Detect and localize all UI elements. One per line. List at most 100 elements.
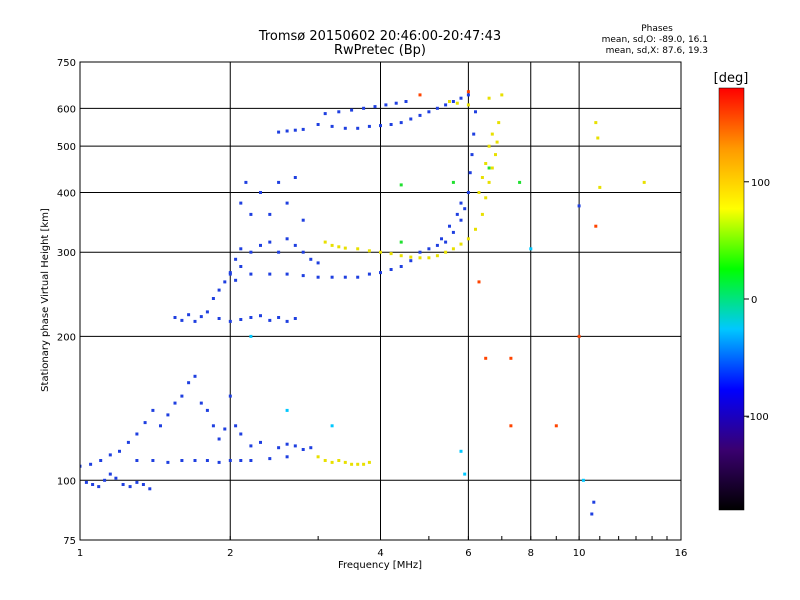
data-point (330, 124, 334, 128)
data-point (108, 472, 112, 476)
data-point (497, 121, 501, 125)
data-point (135, 432, 139, 436)
data-point (309, 446, 313, 450)
data-point (487, 96, 491, 100)
data-point (596, 136, 600, 140)
data-point (108, 453, 112, 457)
data-point (285, 442, 289, 446)
data-point (435, 254, 439, 258)
data-point (474, 227, 477, 231)
phase-info-x-mode: mean, sd,X: 87.6, 19.3 (606, 46, 708, 56)
data-point (277, 130, 281, 134)
data-point (466, 93, 470, 97)
data-point (490, 132, 494, 136)
data-point (268, 272, 272, 276)
data-point (468, 171, 472, 175)
data-point (323, 112, 327, 116)
data-point (126, 440, 130, 444)
data-point (418, 250, 422, 254)
data-point (91, 483, 95, 486)
data-point (399, 121, 403, 125)
data-point (301, 274, 305, 278)
data-point (466, 237, 470, 241)
data-point (205, 459, 209, 462)
data-point (451, 100, 455, 103)
data-point (228, 271, 232, 275)
data-point (166, 460, 170, 464)
data-point (444, 240, 448, 244)
data-point (337, 245, 341, 249)
data-point (477, 280, 481, 284)
data-point (577, 334, 581, 338)
data-point (444, 103, 448, 107)
data-point (268, 318, 272, 322)
data-point (474, 110, 477, 114)
data-point (409, 117, 413, 121)
data-point (435, 106, 439, 110)
data-point (642, 180, 646, 184)
data-point (323, 459, 327, 462)
data-point (211, 297, 215, 300)
data-point (323, 240, 327, 244)
data-point (193, 374, 197, 378)
phase-info-heading: Phases (641, 24, 673, 34)
data-point (472, 132, 476, 136)
data-point (484, 356, 488, 360)
data-point (451, 230, 455, 234)
chart-subtitle: RwPretec (Bp) (334, 43, 426, 58)
x-tick-label: 4 (377, 548, 383, 559)
data-point (205, 408, 209, 412)
data-point (418, 93, 422, 97)
data-point (239, 265, 243, 268)
data-point (234, 257, 238, 261)
data-point (316, 275, 320, 279)
data-point (239, 247, 243, 251)
data-point (80, 464, 82, 468)
data-point (590, 512, 594, 516)
data-point (337, 459, 341, 462)
data-point (249, 334, 253, 338)
data-point (285, 129, 289, 133)
colorbar-tick-label: -100 (746, 412, 769, 423)
x-axis-ticks: 1 2 4 6 8 10 16 (77, 536, 687, 559)
data-point (399, 254, 403, 258)
y-tick-label: 400 (57, 188, 76, 199)
data-point (268, 240, 272, 244)
data-point (379, 271, 382, 275)
data-point (285, 408, 289, 412)
chart-title: Tromsø 20150602 20:46:00-20:47:43 (258, 29, 501, 44)
y-tick-label: 750 (57, 58, 76, 69)
data-point (301, 218, 305, 222)
data-point (356, 126, 360, 130)
data-point (459, 96, 463, 100)
data-point (337, 110, 341, 114)
data-point (180, 459, 184, 462)
data-point (418, 113, 422, 117)
data-point (316, 455, 320, 459)
data-point (151, 459, 155, 462)
data-point (228, 319, 232, 323)
data-point (399, 240, 403, 244)
data-point (448, 224, 451, 228)
data-point (217, 317, 221, 320)
colorbar-tick-label: 100 (751, 178, 770, 189)
data-point (330, 243, 334, 247)
data-point (435, 243, 439, 247)
data-point (518, 180, 522, 184)
data-point (285, 272, 289, 276)
data-point (451, 247, 455, 251)
data-point (444, 250, 448, 254)
data-point (277, 180, 281, 184)
data-point (301, 448, 305, 451)
data-point (343, 126, 347, 130)
data-point (581, 478, 585, 482)
data-point (166, 413, 170, 417)
data-point (362, 462, 366, 466)
data-point (490, 166, 494, 170)
data-point (151, 408, 155, 412)
data-point (509, 424, 513, 428)
x-tick-label: 2 (227, 548, 233, 559)
y-tick-label: 300 (57, 248, 76, 259)
x-tick-label: 6 (465, 548, 471, 559)
